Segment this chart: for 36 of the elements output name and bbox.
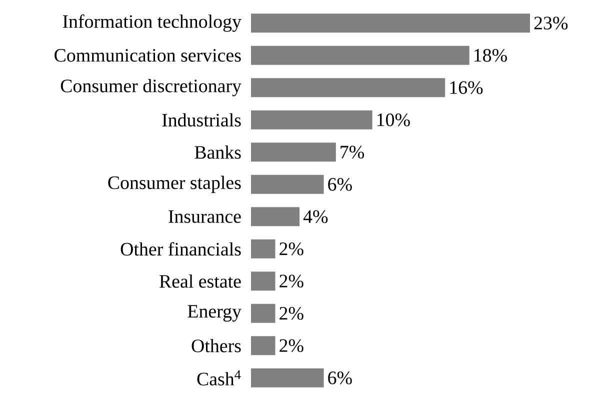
y-tick-label: Communication services bbox=[54, 49, 241, 62]
bar bbox=[251, 239, 276, 258]
data-label: 2% bbox=[280, 306, 304, 320]
bar bbox=[251, 14, 530, 33]
bar bbox=[251, 110, 372, 130]
data-label: 10% bbox=[377, 113, 410, 126]
bar bbox=[251, 78, 446, 98]
bar bbox=[251, 142, 336, 162]
y-tick-label: Real estate bbox=[160, 274, 241, 288]
y-tick-label: Information technology bbox=[62, 14, 242, 32]
y-tick-label: Others bbox=[192, 338, 241, 352]
data-label: 2% bbox=[280, 274, 304, 288]
data-label: 18% bbox=[474, 48, 507, 62]
y-tick-label: Consumer discretionary bbox=[60, 79, 242, 96]
y-tick-label: Insurance bbox=[168, 210, 241, 223]
y-tick-label: Industrials bbox=[162, 113, 241, 127]
data-label: 7% bbox=[340, 146, 364, 159]
bar bbox=[251, 304, 276, 323]
data-label: 6% bbox=[328, 371, 352, 384]
data-label: 6% bbox=[328, 178, 352, 191]
bar bbox=[251, 174, 324, 194]
bar bbox=[251, 46, 470, 65]
bar bbox=[251, 207, 300, 226]
bar bbox=[251, 272, 276, 291]
y-tick-label: Consumer staples bbox=[108, 176, 241, 193]
y-tick-label: Cash$^{4}$ bbox=[197, 370, 241, 386]
y-tick-label: Banks bbox=[194, 145, 241, 159]
bar bbox=[251, 368, 324, 388]
data-label: 2% bbox=[280, 339, 304, 352]
data-label: 23% bbox=[534, 16, 568, 30]
bar bbox=[251, 336, 276, 356]
data-label: 4% bbox=[303, 210, 328, 224]
y-tick-label: Other financials bbox=[120, 242, 241, 256]
data-label: 2% bbox=[280, 242, 304, 256]
data-label: 16% bbox=[450, 81, 483, 94]
y-tick-label: Energy bbox=[188, 305, 242, 322]
